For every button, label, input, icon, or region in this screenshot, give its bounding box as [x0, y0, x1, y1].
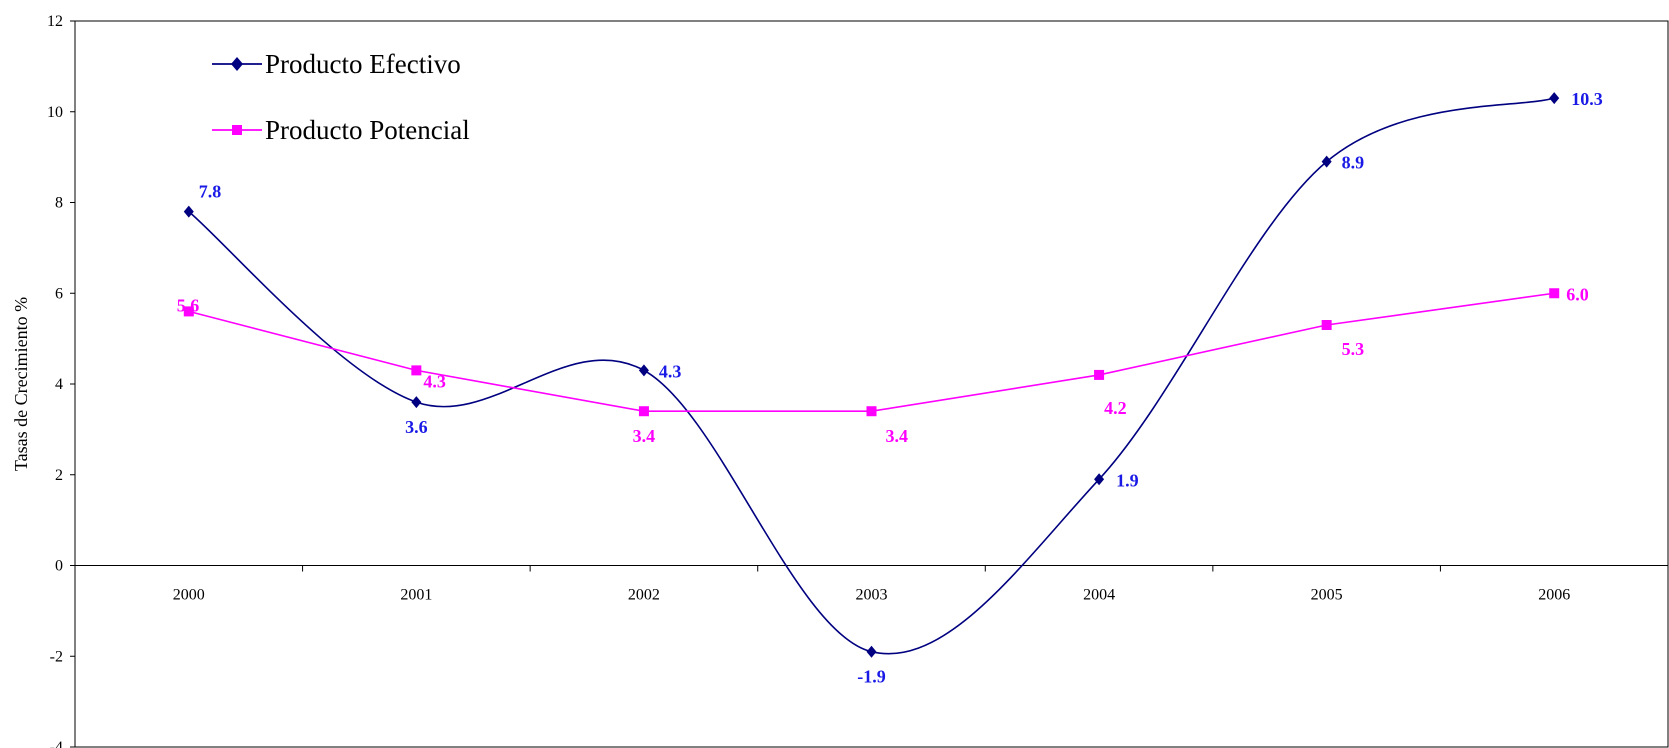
marker-square: [183, 306, 194, 317]
data-label: 5.3: [1342, 339, 1365, 359]
marker-square: [638, 406, 649, 417]
y-tick-label: -4: [50, 739, 63, 748]
marker-square: [1549, 288, 1560, 299]
marker-diamond: [866, 645, 877, 658]
x-tick-label: 2000: [173, 587, 205, 604]
data-label: 6.0: [1566, 284, 1589, 304]
x-tick-label: 2003: [856, 587, 888, 604]
data-label: 4.3: [659, 361, 682, 381]
y-tick-label: 10: [47, 104, 63, 121]
data-label: 1.9: [1116, 470, 1139, 490]
data-label: 5.6: [177, 295, 200, 315]
y-tick-label: 6: [55, 285, 63, 302]
y-tick-label: 8: [55, 195, 63, 212]
legend-label: Producto Efectivo: [265, 49, 461, 79]
series: [183, 92, 1560, 658]
data-label: 8.9: [1342, 153, 1365, 173]
marker-diamond: [183, 205, 194, 218]
marker-diamond: [1094, 473, 1105, 486]
x-tick-label: 2002: [628, 587, 660, 604]
marker-square: [866, 406, 877, 417]
y-tick-label: 2: [55, 467, 63, 484]
x-tick-label: 2006: [1538, 587, 1570, 604]
data-label: 7.8: [199, 182, 222, 202]
data-label: 4.2: [1104, 398, 1127, 418]
marker-diamond: [1321, 155, 1332, 168]
data-label: 3.4: [633, 426, 656, 446]
y-tick-label: -2: [50, 648, 63, 665]
x-tick-label: 2001: [400, 587, 432, 604]
series-line-producto-efectivo: [188, 97, 1555, 655]
y-tick-label: 12: [47, 13, 63, 30]
marker-square: [1321, 320, 1332, 331]
y-tick-label: 0: [55, 558, 63, 575]
data-labels: 7.8 3.6 4.3 -1.9 1.9 8.9 10.3 5.6 4.3 3.4 3.4 4.2 5.…: [177, 89, 1603, 687]
data-label: 10.3: [1571, 89, 1603, 109]
y-tick-label: 4: [55, 376, 63, 393]
marker-square: [1094, 369, 1105, 380]
marker-diamond: [1549, 92, 1560, 105]
data-label: 4.3: [423, 371, 446, 391]
data-label: -1.9: [857, 667, 886, 687]
legend-label: Producto Potencial: [265, 115, 470, 145]
legend-marker-diamond: [231, 57, 243, 71]
data-label: 3.6: [405, 417, 428, 437]
x-tick-label: 2005: [1311, 587, 1343, 604]
y-axis-title: Tasas de Crecimiento %: [11, 297, 31, 471]
legend: Producto Efectivo Producto Potencial: [212, 49, 470, 145]
marker-diamond: [638, 364, 649, 377]
x-tick-label: 2004: [1083, 587, 1115, 604]
marker-diamond: [411, 396, 422, 409]
axes: -4 -2 0 2 4 6 8 10 12 2000 2001 2002 2003 2004 2005 200…: [47, 13, 1669, 748]
data-label: 3.4: [886, 426, 909, 446]
legend-marker-square: [232, 125, 242, 135]
marker-square: [411, 365, 422, 376]
